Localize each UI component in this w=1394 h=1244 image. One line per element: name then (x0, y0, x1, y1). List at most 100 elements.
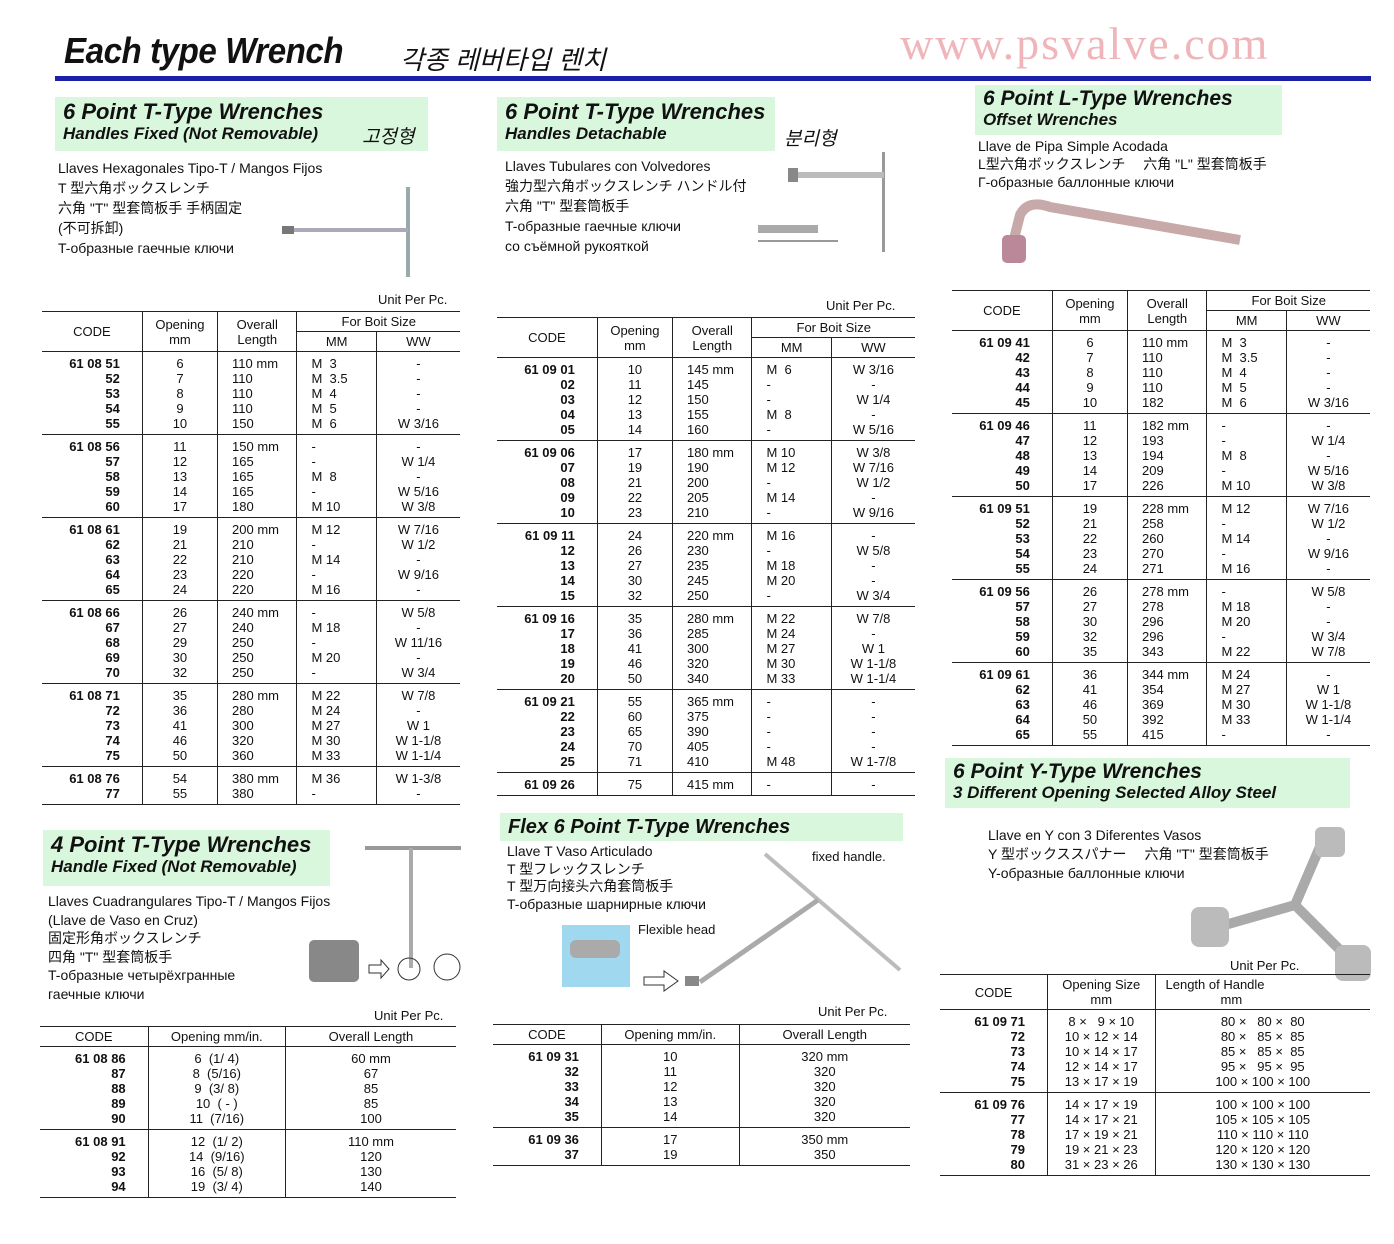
cell-bolt-mm: M 33 (1206, 712, 1287, 727)
cell-length: 228 mm (1127, 496, 1207, 516)
cell-opening: 9 (1051, 380, 1128, 395)
cell-opening: 9 (141, 401, 218, 416)
cell-opening: 32 (1051, 629, 1128, 644)
cell-bolt-ww: - (830, 407, 915, 422)
cell-code: 60 (1015, 644, 1030, 659)
description-line: T-образные гаечные ключи (58, 240, 234, 256)
cell-length: 270 (1127, 546, 1207, 561)
unit-label: Unit Per Pc. (378, 292, 448, 307)
cell-length: 320 (738, 1064, 910, 1079)
header-length-label: Overall Length (328, 1029, 414, 1044)
cell-bolt-ww: W 1-1/4 (375, 748, 460, 767)
table-row: 61 09 51 19 228 mm M 12 W 7/16 (952, 496, 1370, 516)
cell-code: 35 (564, 1109, 579, 1124)
cell-code: 61 08 61 (69, 522, 120, 537)
cell-bolt-ww: W 5/8 (1285, 579, 1370, 599)
cell-bolt-mm: - (751, 588, 832, 607)
cell-bolt-mm: - (296, 537, 377, 552)
cell-code: 64 (105, 567, 120, 582)
cell-bolt-ww: W 1/2 (830, 475, 915, 490)
cell-opening: 16 (5/ 8) (147, 1164, 286, 1179)
cell-bolt-mm: M 4 (296, 386, 377, 401)
cell-bolt-ww: W 5/8 (375, 600, 460, 620)
section-subtitle: Handles Detachable (505, 124, 667, 143)
cell-code: 61 09 26 (524, 777, 575, 792)
cell-opening: 14 (600, 1109, 740, 1128)
cell-code: 54 (105, 401, 120, 416)
cell-opening: 14 (1051, 463, 1128, 478)
cell-opening: 21 (141, 537, 218, 552)
cell-length: 182 mm (1127, 413, 1207, 433)
cell-bolt-ww: - (1285, 413, 1370, 433)
cell-length: 190 (672, 460, 752, 475)
cell-bolt-mm: M 18 (751, 558, 832, 573)
header-length: Overall Length (672, 317, 752, 358)
header-bolt-size: For Boit Size (1206, 290, 1370, 311)
cell-bolt-mm: M 27 (296, 718, 377, 733)
section-header-6pt-l-type: 6 Point L-Type Wrenches Offset Wrenches (975, 85, 1282, 135)
cell-bolt-mm: - (751, 689, 832, 709)
section-description: Llaves Tubulares con Volvedores 強力型六角ボックス… (505, 156, 746, 256)
cell-code: 42 (1015, 350, 1030, 365)
cell-code: 74 (1010, 1059, 1025, 1074)
row-group: 61 09 31 10 320 mm 32 11 320 33 12 320 34 13 320 35 1… (493, 1044, 910, 1128)
cell-length: 350 mm (738, 1127, 910, 1147)
cell-bolt-mm: M 22 (1206, 644, 1287, 663)
cell-opening: 36 (596, 626, 673, 641)
cell-bolt-ww: - (1285, 614, 1370, 629)
cell-opening: 17 (600, 1127, 740, 1147)
cell-bolt-ww: W 3/16 (830, 357, 915, 377)
description-line: Llave en Y con 3 Diferentes Vasos (988, 827, 1202, 843)
cell-opening: 10 (1051, 395, 1128, 414)
cell-bolt-mm: M 5 (1206, 380, 1287, 395)
cell-opening: 50 (141, 748, 218, 767)
cell-length: 85 (284, 1081, 456, 1096)
cell-bolt-ww: - (1285, 380, 1370, 395)
cell-opening: 10 (141, 416, 218, 435)
cell-bolt-ww: - (830, 523, 915, 543)
header-length-label: Overall Length (782, 1027, 868, 1042)
cell-length: 110 mm (1127, 330, 1207, 350)
cell-bolt-ww: - (375, 582, 460, 601)
table-row: 34 13 320 (493, 1094, 910, 1109)
table-row: 32 11 320 (493, 1064, 910, 1079)
cell-bolt-mm: - (1206, 727, 1287, 746)
table-row: 54 9 110 M 5- (42, 401, 460, 416)
description-line: L型六角ボックスレンチ 六角 "L" 型套筒板手 (978, 156, 1267, 172)
cell-bolt-mm: M 20 (751, 573, 832, 588)
cell-length: 60 mm (284, 1046, 456, 1066)
cell-opening: 60 (596, 709, 673, 724)
cell-bolt-mm: M 30 (1206, 697, 1287, 712)
cell-length: 240 mm (217, 600, 297, 620)
cell-bolt-ww: - (830, 724, 915, 739)
cell-length: 320 (738, 1094, 910, 1109)
cell-bolt-ww: - (375, 469, 460, 484)
table-row: 74 46 320 M 30 W 1-1/8 (42, 733, 460, 748)
cell-bolt-mm: - (296, 434, 377, 454)
table-row: 72 10 × 12 × 14 80 × 85 × 85 (940, 1029, 1370, 1044)
cell-code: 32 (564, 1064, 579, 1079)
table-row: 65 55 415- - (952, 727, 1370, 746)
table-row: 61 09 46 11 182 mm - - (952, 413, 1370, 433)
table-row: 79 19 × 21 × 23 120 × 120 × 120 (940, 1142, 1370, 1157)
cell-opening: 12 (141, 454, 218, 469)
table-row: 61 09 26 75 415 mm - - (497, 772, 915, 796)
cell-bolt-mm: M 24 (1206, 662, 1287, 682)
table-row: 61 09 41 6 110 mm M 3- (952, 330, 1370, 350)
description-line: Y-образные баллонные ключи (988, 865, 1185, 881)
description-line: T-образные четырёхгранные (48, 967, 236, 983)
cell-bolt-ww: W 3/4 (830, 588, 915, 607)
table-row: 64 50 392 M 33 W 1-1/4 (952, 712, 1370, 727)
cell-bolt-mm: M 27 (1206, 682, 1287, 697)
cell-length: 340 (672, 671, 752, 690)
table-row: 09 22 205 M 14- (497, 490, 915, 505)
cell-bolt-ww: W 7/8 (1285, 644, 1370, 663)
cell-opening: 30 (1051, 614, 1128, 629)
cell-code: 19 (560, 656, 575, 671)
cell-bolt-ww: - (375, 351, 460, 371)
cell-opening: 46 (1051, 697, 1128, 712)
cell-bolt-mm: - (751, 505, 832, 524)
cell-code: 62 (105, 537, 120, 552)
section-header-6pt-y-type: 6 Point Y-Type Wrenches 3 Different Open… (945, 758, 1350, 808)
